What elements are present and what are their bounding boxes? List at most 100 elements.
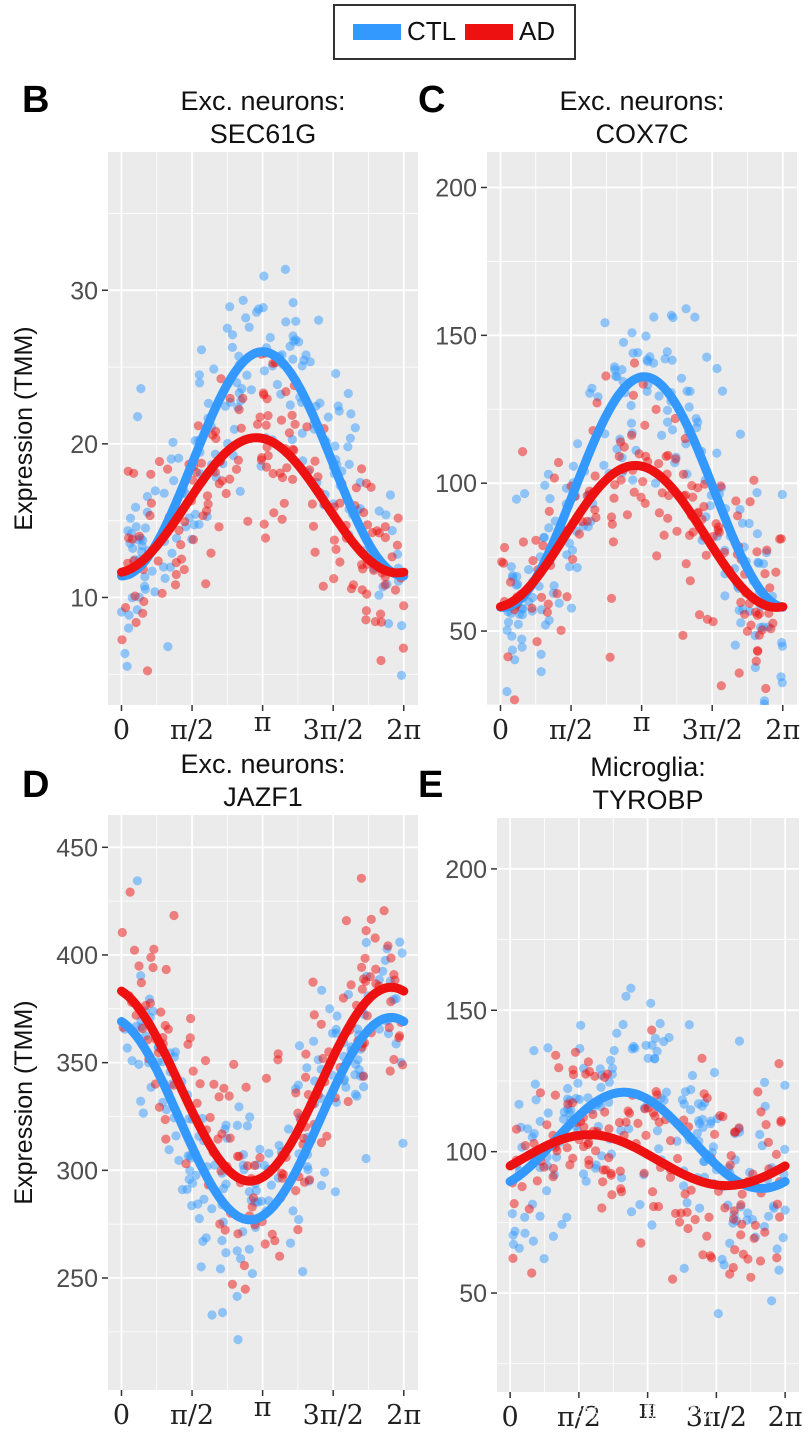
data-point-ctl xyxy=(236,1254,246,1264)
y-tick-label: 400 xyxy=(56,942,98,970)
data-point-ctl xyxy=(628,1041,639,1052)
y-tick-label: 20 xyxy=(70,431,98,459)
data-point-ad xyxy=(359,507,369,518)
data-point-ctl xyxy=(142,491,152,502)
data-point-ad xyxy=(233,455,243,465)
x-tick-label: 0 xyxy=(502,1402,519,1433)
data-point-ctl xyxy=(194,519,204,530)
y-tick-label: 200 xyxy=(435,174,477,202)
data-point-ad xyxy=(615,1166,625,1176)
data-point-ad xyxy=(137,1023,148,1034)
data-point-ad xyxy=(215,1219,225,1229)
data-point-ctl xyxy=(219,1184,229,1194)
data-point-ad xyxy=(745,497,755,507)
data-point-ctl xyxy=(713,1309,723,1319)
data-point-ad xyxy=(329,574,339,584)
data-point-ctl xyxy=(512,571,522,582)
data-point-ad xyxy=(239,1260,249,1271)
panel-letter: D xyxy=(22,764,49,806)
data-point-ad xyxy=(733,511,743,521)
data-point-ad xyxy=(598,1177,608,1187)
panel-letter: B xyxy=(22,79,49,121)
data-point-ctl xyxy=(247,1269,257,1279)
data-point-ad xyxy=(749,1233,759,1243)
data-point-ad xyxy=(291,1088,301,1098)
data-point-ad xyxy=(379,906,389,916)
data-point-ad xyxy=(574,529,585,539)
data-point-ctl xyxy=(712,363,722,374)
data-point-ctl xyxy=(617,365,627,375)
data-point-ad xyxy=(711,519,721,529)
data-point-ad xyxy=(518,537,529,547)
data-point-ad xyxy=(398,643,408,653)
fit-curve-ad xyxy=(117,982,409,1186)
data-point-ctl xyxy=(652,1126,663,1136)
panel-title-line1: Exc. neurons: xyxy=(180,749,345,779)
data-point-ad xyxy=(663,450,673,460)
data-point-ad xyxy=(160,1114,170,1125)
data-point-ctl xyxy=(573,439,583,449)
data-point-ctl xyxy=(649,312,659,322)
data-point-ad xyxy=(678,630,688,641)
data-point-ad xyxy=(386,953,396,963)
data-point-ctl xyxy=(736,618,746,628)
data-point-ad xyxy=(130,591,140,601)
data-point-ad xyxy=(149,944,159,954)
data-point-ctl xyxy=(163,642,173,652)
data-point-ad xyxy=(308,977,318,987)
data-point-ad xyxy=(665,1172,676,1182)
data-point-ctl xyxy=(513,619,523,630)
data-point-ctl xyxy=(591,1160,601,1170)
data-point-ad xyxy=(142,666,153,676)
data-point-ctl xyxy=(280,264,290,274)
data-point-ad xyxy=(281,387,291,397)
data-point-ad xyxy=(170,580,181,590)
data-point-ctl xyxy=(272,379,282,390)
data-point-ctl xyxy=(626,983,636,993)
data-point-ctl xyxy=(283,1124,294,1134)
data-point-ad xyxy=(134,961,144,971)
data-point-ad xyxy=(671,454,681,464)
x-tick-label: 3π/2 xyxy=(303,1400,364,1431)
data-point-ad xyxy=(666,1136,676,1146)
data-point-ctl xyxy=(374,506,384,516)
data-point-ad xyxy=(592,398,602,408)
data-point-ad xyxy=(270,1236,280,1246)
data-point-ad xyxy=(588,1109,598,1120)
data-point-ctl xyxy=(345,433,355,443)
data-point-ad xyxy=(227,1279,237,1289)
data-point-ad xyxy=(357,962,367,973)
data-point-ad xyxy=(694,610,705,620)
data-point-ad xyxy=(371,979,381,989)
data-point-ctl xyxy=(259,366,269,376)
data-point-ad xyxy=(640,420,650,430)
data-point-ad xyxy=(693,483,703,493)
data-point-ctl xyxy=(628,348,638,358)
data-point-ctl xyxy=(520,1212,530,1222)
data-point-ad xyxy=(205,1112,215,1123)
data-point-ad xyxy=(291,1186,301,1196)
data-point-ad xyxy=(752,547,762,557)
data-point-ctl xyxy=(684,1020,694,1030)
data-point-ad xyxy=(606,512,617,522)
data-point-ad xyxy=(380,522,390,532)
data-point-ad xyxy=(357,464,367,474)
x-tick-label: 2π xyxy=(386,715,421,746)
data-point-ad xyxy=(307,499,317,509)
data-point-ad xyxy=(654,459,664,469)
data-point-ctl xyxy=(350,423,360,433)
data-point-ad xyxy=(275,1251,285,1261)
data-point-ad xyxy=(331,544,341,555)
data-point-ad xyxy=(316,1138,327,1148)
data-point-ad xyxy=(629,358,640,368)
data-point-ctl xyxy=(752,529,763,539)
data-point-ad xyxy=(753,1087,763,1097)
panel-B: 10 20 30 0 π/2 π 3π/2 2π Exc. neurons:SEC61G B Exp… xyxy=(10,79,421,746)
y-tick-label: 300 xyxy=(56,1157,98,1185)
data-point-ad xyxy=(376,655,386,666)
data-point-ad xyxy=(206,548,216,558)
data-point-ad xyxy=(699,1089,709,1099)
data-point-ad xyxy=(508,1253,518,1263)
data-point-ctl xyxy=(520,1228,530,1238)
watermark: 公众号 · 新康生物 xyxy=(572,1402,716,1423)
